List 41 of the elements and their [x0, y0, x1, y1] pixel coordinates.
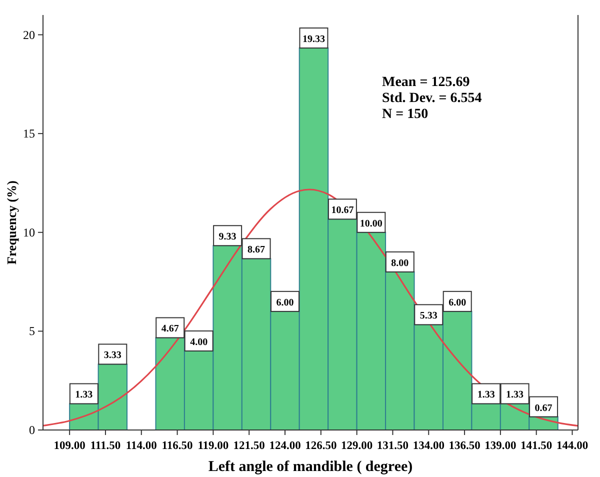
x-tick-label: 111.50 — [90, 440, 121, 452]
x-tick-label: 119.00 — [198, 440, 229, 452]
data-label: 6.00 — [448, 297, 466, 308]
x-tick-label: 114.00 — [126, 440, 158, 452]
y-axis-title: Frequency (%) — [4, 180, 19, 264]
data-label: 1.33 — [75, 390, 93, 401]
x-axis-title: Left angle of mandible ( degree) — [208, 459, 413, 475]
annotation: Mean = 125.69 — [382, 75, 470, 90]
x-tick-label: 134.00 — [412, 440, 445, 452]
x-tick-label: 144.00 — [556, 440, 588, 452]
data-label: 1.33 — [477, 390, 495, 401]
x-tick-label: 116.50 — [162, 440, 194, 452]
y-tick-label: 5 — [29, 324, 35, 338]
x-tick-label: 124.00 — [269, 440, 302, 452]
x-tick-label: 139.00 — [484, 440, 517, 452]
data-label: 8.67 — [248, 244, 266, 256]
x-tick-label: 136.50 — [448, 440, 481, 452]
y-tick-label: 20 — [23, 28, 35, 42]
y-tick-label: 15 — [23, 126, 35, 141]
data-label: 0.67 — [534, 402, 552, 414]
data-label: 4.00 — [190, 336, 208, 348]
data-label: 8.00 — [391, 258, 409, 269]
data-label: 5.33 — [420, 310, 438, 322]
data-label: 6.00 — [276, 297, 294, 308]
data-label: 1.33 — [506, 390, 524, 401]
x-tick-label: 121.50 — [233, 440, 266, 452]
annotation: N = 150 — [382, 107, 428, 122]
x-tick-label: 129.00 — [341, 440, 373, 452]
data-label: 10.00 — [360, 218, 382, 230]
data-label: 10.67 — [331, 205, 354, 216]
annotation: Std. Dev. = 6.554 — [382, 91, 482, 106]
x-tick-label: 131.50 — [376, 440, 409, 452]
x-tick-label: 141.50 — [520, 440, 552, 452]
data-label: 3.33 — [104, 350, 122, 362]
y-tick-label: 0 — [29, 423, 35, 437]
data-label: 19.33 — [302, 34, 325, 45]
x-tick-label: 109.00 — [54, 440, 86, 452]
data-label: 9.33 — [218, 232, 236, 243]
x-tick-label: 126.50 — [305, 440, 337, 452]
data-label: 4.67 — [161, 324, 179, 335]
y-tick-label: 10 — [23, 225, 35, 240]
